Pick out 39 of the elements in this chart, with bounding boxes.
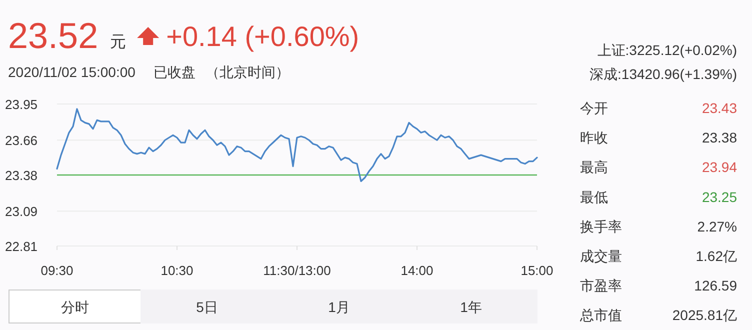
- y-tick-label: 22.81: [5, 239, 38, 254]
- text: 2.27%: [697, 218, 737, 234]
- text: 最低: [580, 188, 608, 205]
- text: 1.62亿: [696, 248, 737, 264]
- line-series: [56, 108, 538, 182]
- text: 昨收: [580, 130, 608, 146]
- text: 1年: [460, 299, 482, 315]
- text: +0.14 (+0.60%): [166, 21, 360, 52]
- text: 上证:3225.12(+0.02%): [597, 42, 737, 58]
- text: 市盈率: [580, 278, 622, 294]
- text: 2025.81亿: [672, 307, 737, 324]
- text: 总市值: [579, 307, 622, 324]
- x-tick-label: 11:30/13:00: [263, 263, 331, 278]
- x-tick-label: 09:30: [40, 263, 74, 278]
- text: 2020/11/02 15:00:00: [8, 64, 136, 80]
- text: 分时: [61, 299, 89, 315]
- text: 深成:13420.96(+1.39%): [590, 66, 737, 82]
- text: 1月: [328, 299, 350, 315]
- y-tick-label: 23.09: [5, 204, 38, 220]
- text: 最高: [580, 159, 608, 176]
- text: 成交量: [580, 248, 622, 264]
- text: 已收盘: [153, 64, 196, 80]
- text: 23.43: [702, 100, 738, 116]
- text: （北京时间）: [205, 64, 290, 80]
- text: 23.25: [702, 188, 738, 205]
- x-tick-label: 15:00: [520, 263, 554, 278]
- text: 5日: [196, 299, 218, 315]
- text: 23.94: [702, 159, 738, 176]
- x-tick-label: 10:30: [160, 263, 194, 278]
- y-tick-label: 23.66: [5, 133, 38, 148]
- y-tick-label: 23.95: [5, 97, 38, 112]
- text: 换手率: [580, 218, 622, 234]
- text: 23.52: [8, 15, 98, 56]
- text: 元: [110, 34, 126, 51]
- text: 23.38: [702, 130, 738, 146]
- text: 今开: [580, 100, 608, 116]
- text: 126.59: [694, 278, 738, 294]
- y-tick-label: 23.38: [5, 168, 38, 183]
- x-tick-label: 14:00: [400, 263, 434, 278]
